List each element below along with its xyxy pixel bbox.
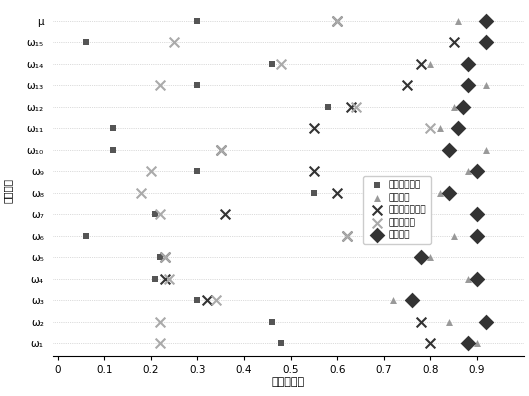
傅里叶描述子 [81, 233, 90, 239]
内部结构柱状图 [309, 168, 318, 175]
边缘柱状图 [156, 319, 165, 325]
傅里叶描述子 [324, 104, 332, 110]
傅里叶描述子 [151, 211, 160, 217]
后期融合 [482, 18, 491, 24]
后期融合 [463, 82, 472, 89]
后期融合 [482, 39, 491, 46]
后期融合 [445, 190, 453, 196]
傅里叶描述子 [193, 297, 202, 304]
后期融合 [459, 104, 467, 110]
边缘柱状图 [170, 39, 178, 46]
几何特征 [463, 168, 472, 175]
Text: 房间层次: 房间层次 [3, 177, 13, 203]
几何特征 [426, 254, 435, 261]
后期融合 [473, 233, 481, 239]
内部结构柱状图 [450, 39, 458, 46]
内部结构柱状图 [333, 18, 342, 24]
后期融合 [473, 168, 481, 175]
内部结构柱状图 [347, 104, 355, 110]
后期融合 [463, 340, 472, 346]
内部结构柱状图 [426, 340, 435, 346]
几何特征 [463, 276, 472, 282]
内部结构柱状图 [160, 276, 169, 282]
傅里叶描述子 [193, 18, 202, 24]
傅里叶描述子 [110, 125, 118, 131]
边缘柱状图 [137, 190, 145, 196]
傅里叶描述子 [81, 39, 90, 46]
内部结构柱状图 [333, 190, 342, 196]
后期融合 [417, 254, 425, 261]
边缘柱状图 [147, 168, 155, 175]
内部结构柱状图 [203, 297, 211, 304]
后期融合 [473, 211, 481, 217]
边缘柱状图 [352, 104, 360, 110]
几何特征 [482, 39, 491, 46]
几何特征 [426, 61, 435, 67]
内部结构柱状图 [309, 125, 318, 131]
几何特征 [389, 297, 397, 304]
几何特征 [450, 233, 458, 239]
傅里叶描述子 [277, 340, 286, 346]
后期融合 [454, 125, 463, 131]
傅里叶描述子 [193, 168, 202, 175]
内部结构柱状图 [342, 233, 351, 239]
边缘柱状图 [156, 211, 165, 217]
后期融合 [408, 297, 416, 304]
几何特征 [482, 147, 491, 153]
内部结构柱状图 [403, 82, 412, 89]
傅里叶描述子 [268, 61, 276, 67]
傅里叶描述子 [156, 254, 165, 261]
几何特征 [454, 18, 463, 24]
几何特征 [473, 340, 481, 346]
几何特征 [473, 211, 481, 217]
后期融合 [445, 147, 453, 153]
几何特征 [450, 104, 458, 110]
边缘柱状图 [160, 254, 169, 261]
傅里叶描述子 [110, 147, 118, 153]
傅里叶描述子 [151, 276, 160, 282]
边缘柱状图 [426, 125, 435, 131]
边缘柱状图 [212, 297, 220, 304]
傅里叶描述子 [309, 190, 318, 196]
边缘柱状图 [216, 147, 225, 153]
边缘柱状图 [342, 233, 351, 239]
几何特征 [482, 82, 491, 89]
后期融合 [473, 276, 481, 282]
傅里叶描述子 [193, 82, 202, 89]
内部结构柱状图 [160, 254, 169, 261]
傅里叶描述子 [268, 319, 276, 325]
内部结构柱状图 [417, 319, 425, 325]
后期融合 [463, 61, 472, 67]
内部结构柱状图 [417, 61, 425, 67]
几何特征 [435, 190, 444, 196]
边缘柱状图 [165, 276, 174, 282]
边缘柱状图 [156, 340, 165, 346]
边缘柱状图 [277, 61, 286, 67]
Legend: 傅里叶描述子, 几何特征, 内部结构柱状图, 边缘柱状图, 后期融合: 傅里叶描述子, 几何特征, 内部结构柱状图, 边缘柱状图, 后期融合 [363, 176, 431, 244]
内部结构柱状图 [216, 147, 225, 153]
后期融合 [482, 319, 491, 325]
内部结构柱状图 [221, 211, 230, 217]
几何特征 [435, 125, 444, 131]
边缘柱状图 [333, 18, 342, 24]
X-axis label: 平均精确度: 平均精确度 [272, 377, 305, 387]
边缘柱状图 [156, 82, 165, 89]
几何特征 [445, 319, 453, 325]
